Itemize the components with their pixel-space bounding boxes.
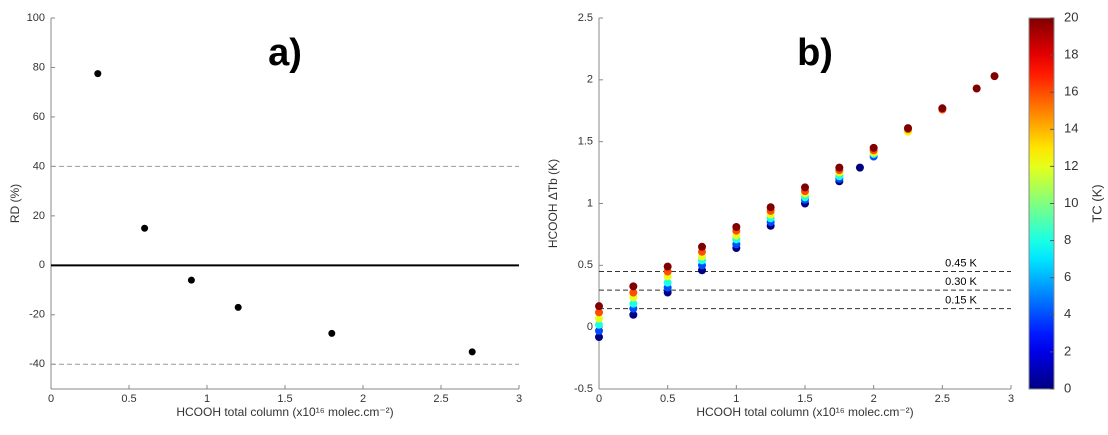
colorbar-tick-label: 14 (1064, 121, 1078, 136)
panel-title: b) (797, 32, 833, 74)
point (595, 302, 603, 311)
point (869, 143, 878, 152)
point (595, 326, 603, 335)
point (595, 314, 603, 323)
y-tick-label: -40 (29, 358, 45, 370)
x-tick-label: 2.5 (433, 393, 448, 405)
point (835, 163, 844, 172)
colorbar-label: TC (K) (1089, 184, 1104, 222)
x-axis-label: HCOOH total column (x10¹⁶ molec.cm⁻²) (696, 405, 913, 419)
point (663, 262, 672, 271)
colorbar-tick-label: 4 (1064, 306, 1071, 321)
point (595, 308, 603, 317)
y-tick-label: 0 (39, 259, 45, 271)
y-axis-label: RD (%) (8, 184, 22, 223)
point (938, 104, 947, 113)
x-tick-label: 3 (516, 393, 522, 405)
y-tick-label: 60 (33, 111, 45, 123)
y-tick-label: -20 (29, 309, 45, 321)
y-tick-label: 80 (33, 61, 45, 73)
y-tick-label: 1.5 (578, 136, 593, 148)
point (766, 203, 775, 212)
point (629, 288, 638, 297)
colorbar (1028, 17, 1055, 390)
y-tick-label: -0.5 (574, 383, 593, 395)
x-tick-label: 0.5 (660, 393, 675, 405)
x-tick-label: 1.5 (797, 393, 812, 405)
x-tick-label: 0 (48, 393, 54, 405)
point (990, 72, 999, 81)
y-axis-label: HCOOH ΔTb (K) (546, 159, 560, 248)
y-tick-label: 0.5 (578, 259, 593, 271)
y-tick-label: 100 (27, 12, 45, 24)
point (855, 163, 864, 172)
point (187, 276, 195, 284)
panel-title: a) (268, 32, 302, 74)
point (698, 242, 706, 251)
x-tick-label: 0 (596, 393, 602, 405)
colorbar-tick-label: 6 (1064, 269, 1071, 284)
colorbar-tick-label: 2 (1064, 343, 1071, 358)
x-tick-label: 1 (204, 393, 210, 405)
x-tick-label: 2 (871, 393, 877, 405)
point (141, 224, 149, 232)
point (663, 278, 672, 287)
colorbar-tick-label: 10 (1064, 195, 1078, 210)
y-tick-label: 2 (587, 74, 593, 86)
x-tick-label: 2.5 (935, 393, 950, 405)
point (234, 303, 242, 311)
point (595, 320, 603, 329)
colorbar-tick-label: 18 (1064, 47, 1078, 62)
x-tick-label: 3 (1008, 393, 1014, 405)
point (972, 84, 981, 93)
y-tick-label: 20 (33, 210, 45, 222)
point (732, 222, 741, 231)
y-tick-label: 2.5 (578, 12, 593, 24)
point (595, 333, 603, 342)
colorbar-tick-label: 8 (1064, 232, 1071, 247)
y-tick-label: 40 (33, 160, 45, 172)
point (801, 183, 809, 192)
reference-label: 0.15 K (945, 295, 977, 307)
point (94, 70, 102, 78)
reference-label: 0.45 K (945, 257, 977, 269)
x-tick-label: 1 (733, 393, 739, 405)
point (629, 310, 638, 319)
point (629, 299, 638, 308)
colorbar-tick-label: 20 (1064, 9, 1078, 24)
y-tick-label: 1 (587, 197, 593, 209)
point (629, 282, 638, 291)
x-tick-label: 2 (360, 393, 366, 405)
point (328, 329, 336, 337)
point (904, 124, 912, 133)
x-tick-label: 1.5 (277, 393, 292, 405)
x-axis-label: HCOOH total column (x10¹⁶ molec.cm⁻²) (176, 405, 393, 419)
colorbar-tick-label: 0 (1064, 380, 1071, 395)
colorbar-tick-label: 16 (1064, 84, 1078, 99)
colorbar-tick-label: 12 (1064, 158, 1078, 173)
reference-label: 0.30 K (945, 276, 977, 288)
x-tick-label: 0.5 (121, 393, 136, 405)
y-tick-label: 0 (587, 321, 593, 333)
point (468, 348, 476, 356)
